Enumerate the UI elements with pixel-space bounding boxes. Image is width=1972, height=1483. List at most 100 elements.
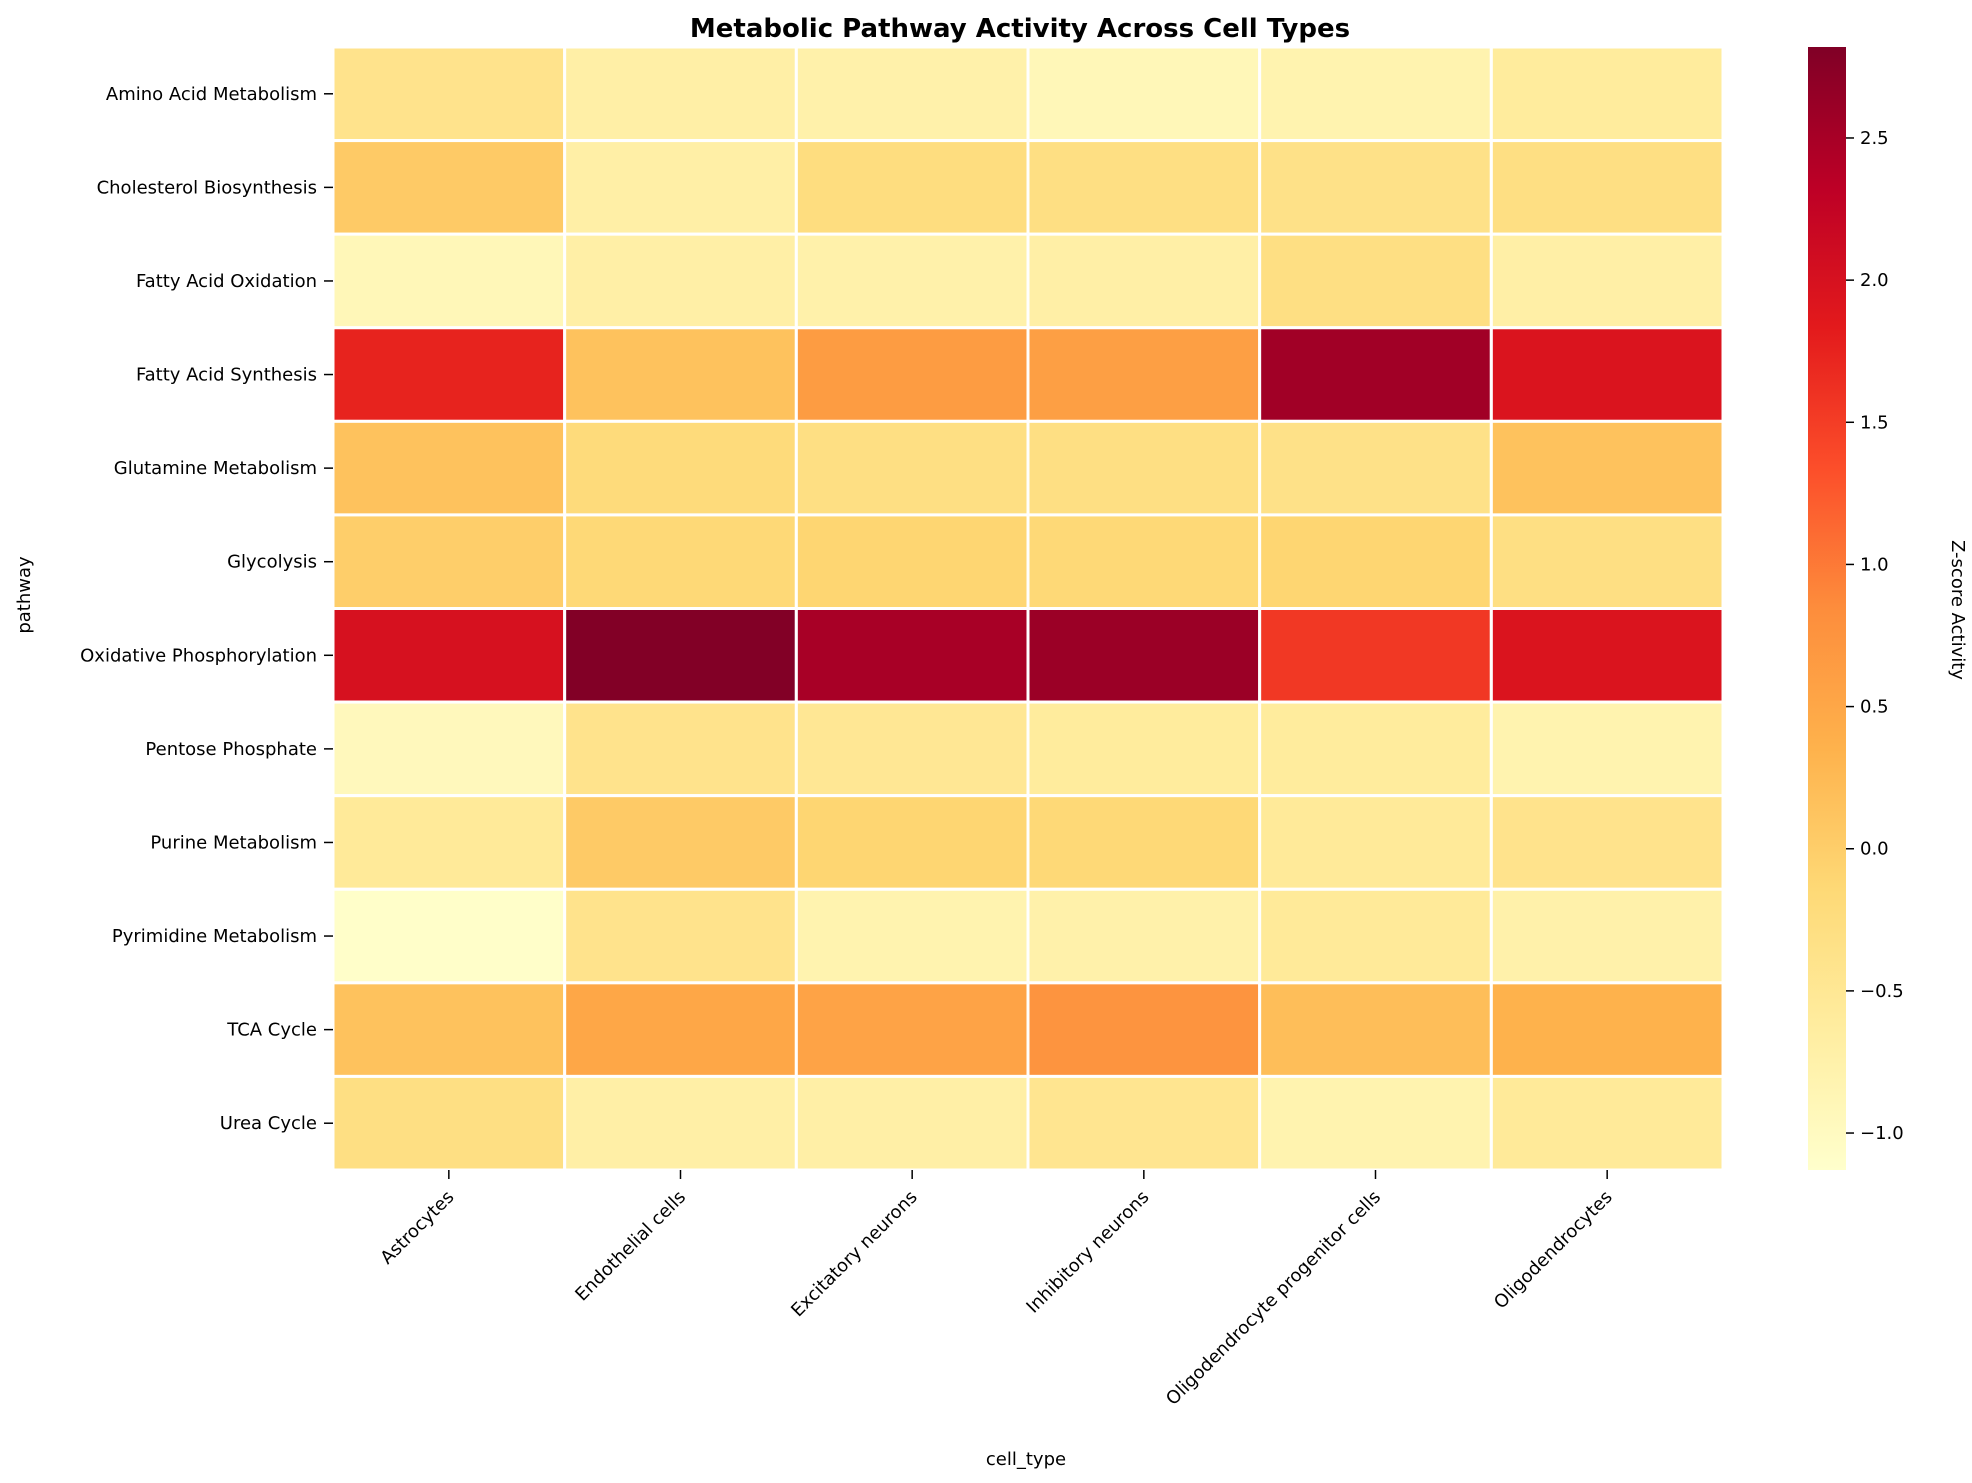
x-tick-label: Astrocytes — [376, 1187, 458, 1269]
y-tick-label: Fatty Acid Synthesis — [136, 365, 317, 386]
y-tick-label: Cholesterol Biosynthesis — [97, 177, 317, 198]
colorbar-tick-label: −1.0 — [1860, 1123, 1904, 1144]
heatmap-cell — [331, 887, 567, 985]
heatmap-cells — [331, 45, 1725, 1172]
heatmap-cell — [1258, 607, 1493, 704]
y-tick-label: Oxidative Phosphorylation — [80, 645, 317, 666]
y-tick-label: Amino Acid Metabolism — [106, 84, 317, 105]
heatmap-cell — [1026, 45, 1262, 143]
y-tick-label: Glutamine Metabolism — [114, 458, 317, 479]
heatmap-cell — [1489, 419, 1725, 517]
heatmap-cell — [563, 45, 798, 143]
heatmap-cell — [563, 326, 798, 423]
x-tick-label: Excitatory neurons — [787, 1187, 922, 1322]
heatmap-cell — [563, 887, 798, 985]
colorbar-label: Z-score Activity — [1947, 540, 1968, 680]
heatmap-cell — [1489, 700, 1725, 798]
heatmap-cell — [794, 1074, 1030, 1172]
heatmap-cell — [794, 794, 1030, 891]
heatmap-cell — [1489, 607, 1725, 704]
heatmap-cell — [1489, 794, 1725, 891]
heatmap-cell — [1026, 232, 1262, 330]
colorbar-tick-label: 2.5 — [1860, 128, 1889, 149]
heatmap-cell — [563, 1074, 798, 1172]
colorbar-tick-label: 2.0 — [1860, 270, 1889, 291]
heatmap-cell — [1489, 45, 1725, 143]
heatmap-cell — [331, 1074, 567, 1172]
y-tick-label: Glycolysis — [227, 552, 317, 573]
colorbar-tick-label: 1.0 — [1860, 554, 1889, 575]
heatmap-cell — [331, 700, 567, 798]
heatmap-cell — [794, 607, 1030, 704]
heatmap-cell — [794, 139, 1030, 236]
heatmap-cell — [794, 232, 1030, 330]
heatmap-cell — [1258, 232, 1493, 330]
y-tick-label: TCA Cycle — [226, 1020, 317, 1041]
heatmap-cell — [1026, 419, 1262, 517]
heatmap-cell — [1258, 1074, 1493, 1172]
heatmap-cell — [331, 45, 567, 143]
heatmap-cell — [1026, 326, 1262, 423]
colorbar-tick-label: −0.5 — [1860, 981, 1904, 1002]
heatmap-cell — [1258, 794, 1493, 891]
y-tick-label: Urea Cycle — [220, 1113, 317, 1134]
chart-title: Metabolic Pathway Activity Across Cell T… — [690, 14, 1350, 44]
heatmap-cell — [794, 326, 1030, 423]
heatmap-cell — [331, 326, 567, 423]
heatmap-cell — [1258, 981, 1493, 1078]
heatmap-cell — [331, 607, 567, 704]
heatmap-cell — [1026, 981, 1262, 1078]
heatmap-cell — [563, 700, 798, 798]
heatmap-cell — [563, 419, 798, 517]
heatmap-cell — [331, 139, 567, 236]
heatmap-cell — [1489, 139, 1725, 236]
heatmap-cell — [794, 419, 1030, 517]
colorbar: 2.5 2.0 1.5 1.0 0.5 0.0 −0.5 −1.0 Z-score Activ… — [1808, 47, 1968, 1170]
heatmap-cell — [1026, 607, 1262, 704]
colorbar-tick-label: 0.5 — [1860, 697, 1889, 718]
heatmap-cell — [331, 419, 567, 517]
heatmap-cell — [563, 794, 798, 891]
colorbar-tick-label: 1.5 — [1860, 412, 1889, 433]
heatmap-cell — [331, 981, 567, 1078]
y-tick-label: Pentose Phosphate — [145, 739, 317, 760]
colorbar-ticks: 2.5 2.0 1.5 1.0 0.5 0.0 −0.5 −1.0 — [1846, 128, 1904, 1144]
heatmap-cell — [1489, 981, 1725, 1078]
heatmap-cell — [563, 139, 798, 236]
heatmap-cell — [1026, 139, 1262, 236]
heatmap-cell — [1489, 513, 1725, 611]
heatmap-cell — [1258, 45, 1493, 143]
x-tick-label: Oligodendrocytes — [1490, 1187, 1617, 1314]
x-tick-label: Oligodendrocyte progenitor cells — [1162, 1187, 1385, 1410]
heatmap-cell — [563, 981, 798, 1078]
heatmap-cell — [1258, 326, 1493, 423]
heatmap-cell — [1489, 1074, 1725, 1172]
heatmap-cell — [794, 981, 1030, 1078]
y-axis-label: pathway — [14, 556, 35, 634]
heatmap-cell — [563, 607, 798, 704]
x-tick-label: Inhibitory neurons — [1022, 1187, 1153, 1318]
heatmap-cell — [1258, 700, 1493, 798]
heatmap-cell — [1026, 794, 1262, 891]
heatmap-cell — [1026, 700, 1262, 798]
colorbar-tick-label: 0.0 — [1860, 839, 1889, 860]
heatmap-cell — [331, 513, 567, 611]
heatmap-cell — [1489, 326, 1725, 423]
heatmap-cell — [794, 887, 1030, 985]
heatmap-cell — [563, 232, 798, 330]
x-axis-ticks: Astrocytes Endothelial cells Excitatory ne… — [376, 1170, 1617, 1410]
heatmap-cell — [794, 45, 1030, 143]
heatmap-cell — [1026, 887, 1262, 985]
heatmap-cell — [1258, 887, 1493, 985]
heatmap-cell — [1026, 1074, 1262, 1172]
heatmap-cell — [794, 513, 1030, 611]
y-tick-label: Fatty Acid Oxidation — [136, 271, 317, 292]
y-tick-label: Purine Metabolism — [150, 832, 317, 853]
heatmap-cell — [1258, 513, 1493, 611]
x-tick-label: Endothelial cells — [571, 1187, 690, 1306]
x-axis-label: cell_type — [986, 1449, 1066, 1470]
y-axis-ticks: Amino Acid Metabolism Cholesterol Biosynt… — [80, 84, 333, 1134]
colorbar-gradient — [1808, 47, 1846, 1170]
heatmap-cell — [331, 794, 567, 891]
